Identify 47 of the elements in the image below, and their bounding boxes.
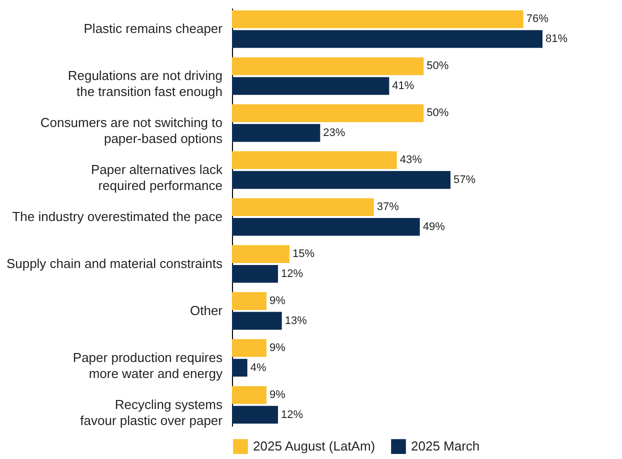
bar (232, 264, 278, 283)
bar (232, 406, 278, 424)
bar (232, 77, 390, 95)
data-label: 23% (323, 126, 346, 139)
bar (232, 312, 282, 330)
data-label: 15% (292, 248, 315, 260)
data-label: 12% (281, 408, 304, 421)
y-tick-label: Paper alternatives lack required performance (90, 162, 223, 194)
y-tick-label: Consumers are not switching to paper-based options (40, 115, 223, 146)
legend-label: 2025 March (411, 438, 480, 454)
bar (232, 10, 524, 28)
data-label: 50% (426, 107, 449, 120)
bar (232, 30, 542, 48)
bar (232, 151, 397, 170)
bar (232, 245, 290, 263)
y-tick-label: Other (190, 302, 224, 318)
y-tick-label: The industry overestimated the pace (12, 209, 222, 224)
y-tick-label: Regulations are not driving the transition fast enough (68, 68, 222, 100)
bar (232, 358, 248, 377)
bar (232, 124, 320, 142)
y-tick-label: Supply chain and material constraints (6, 256, 223, 271)
data-label: 9% (270, 388, 286, 401)
data-label: 81% (546, 33, 568, 46)
y-tick-label: Recycling systems favour plastic over paper (80, 396, 224, 428)
bar (232, 339, 266, 357)
data-label: 37% (376, 201, 400, 214)
data-label: 9% (270, 295, 286, 308)
data-label: 50% (426, 60, 449, 72)
bar (232, 292, 266, 310)
bar (232, 57, 424, 76)
data-label: 49% (422, 220, 446, 233)
data-label: 57% (454, 174, 476, 186)
data-label: 41% (392, 80, 414, 92)
bar (232, 386, 266, 404)
bar (232, 104, 424, 122)
data-label: 43% (400, 154, 422, 166)
data-label: 12% (281, 268, 304, 280)
data-label: 13% (284, 314, 308, 327)
bar (232, 171, 450, 189)
bar (232, 198, 374, 216)
y-tick-label: Plastic remains cheaper (84, 21, 224, 36)
data-label: 76% (526, 13, 549, 26)
bar (232, 218, 420, 236)
data-label: 9% (270, 342, 286, 354)
data-label: 4% (250, 362, 266, 374)
legend-label: 2025 August (LatAm) (253, 438, 376, 454)
y-tick-label: Paper production requires more water and energy (72, 350, 223, 381)
